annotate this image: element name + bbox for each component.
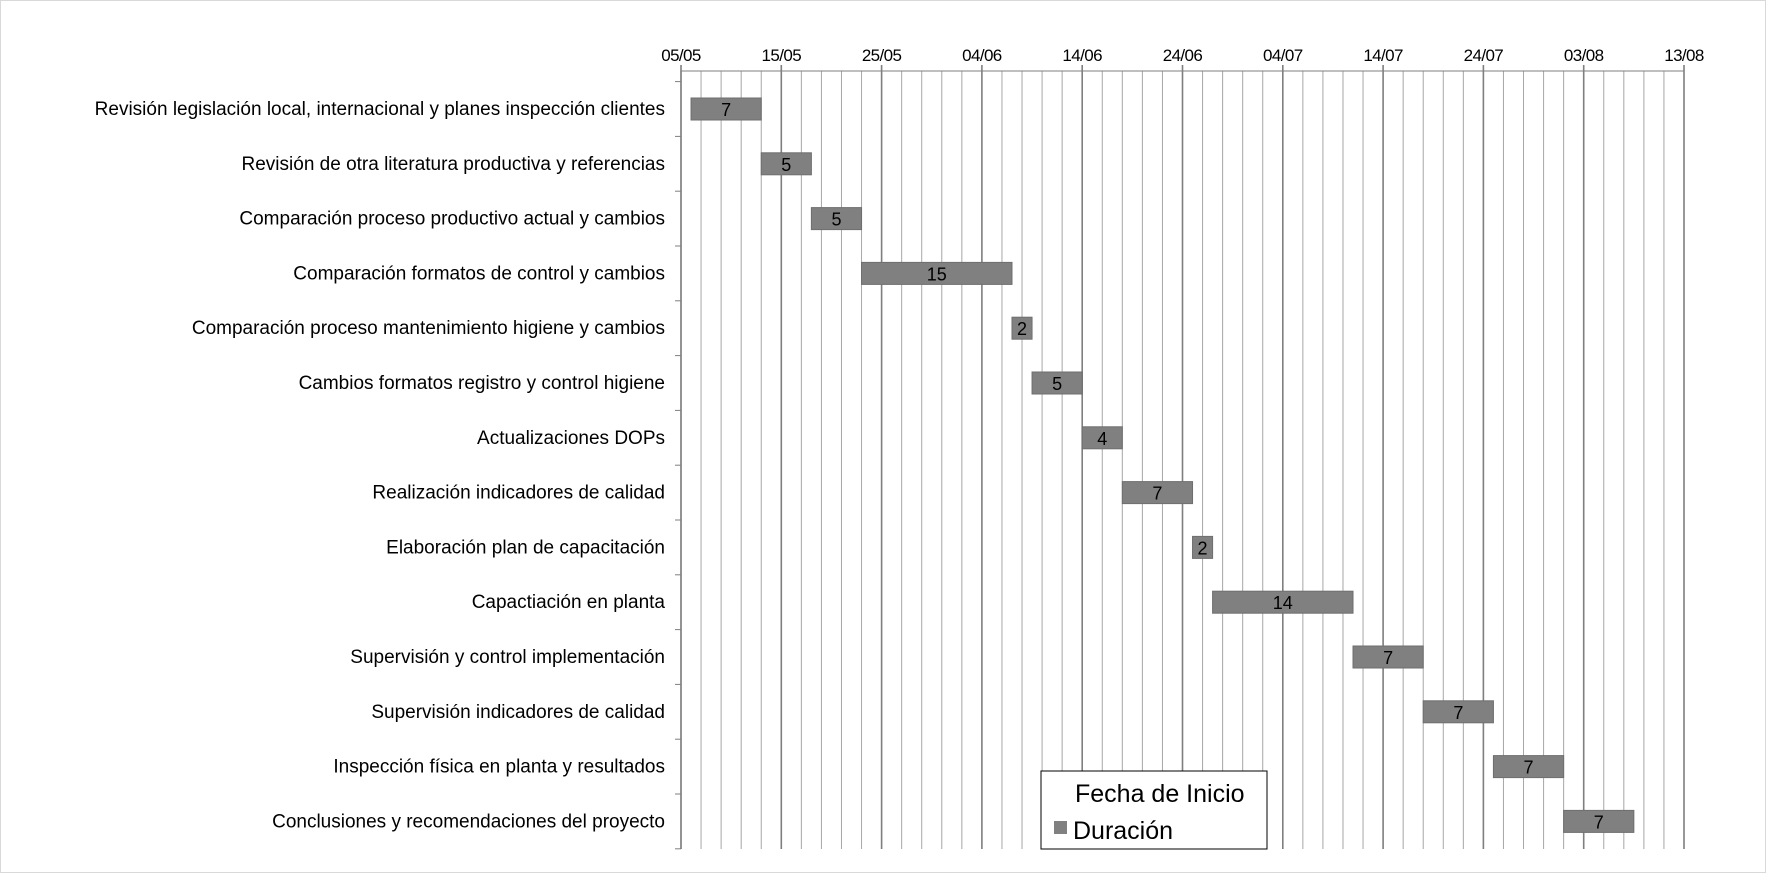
duration-bar bbox=[1563, 809, 1635, 833]
bar-value-label: 7 bbox=[1383, 648, 1393, 668]
legend-box bbox=[1040, 770, 1268, 850]
x-axis: 05/05 15/05 25/05 04/06 14/06 24/06 04/07 14/07… bbox=[661, 46, 1705, 72]
bar-value-label: 7 bbox=[1524, 758, 1534, 778]
x-tick-label: 04/07 bbox=[1263, 46, 1303, 65]
bar-value-label: 4 bbox=[1097, 429, 1107, 449]
x-tick-label: 24/06 bbox=[1163, 46, 1203, 65]
duration-bar bbox=[861, 261, 1013, 285]
x-tick-label: 14/06 bbox=[1062, 46, 1102, 65]
duration-bar bbox=[1121, 481, 1194, 505]
duration-bar bbox=[1212, 590, 1354, 614]
bar-value-label: 7 bbox=[1594, 812, 1604, 832]
bar-value-label: 5 bbox=[831, 210, 841, 230]
task-label: Conclusiones y recomendaciones del proye… bbox=[272, 811, 665, 832]
x-tick-label: 03/08 bbox=[1564, 46, 1604, 65]
duration-bar bbox=[690, 97, 762, 121]
bar-value-label: 7 bbox=[1152, 484, 1162, 504]
x-tick-label: 14/07 bbox=[1363, 46, 1403, 65]
legend-swatch-duration bbox=[1054, 821, 1067, 834]
duration-bar bbox=[810, 207, 863, 231]
x-tick-label: 05/05 bbox=[661, 46, 701, 65]
task-label: Realización indicadores de calidad bbox=[372, 483, 665, 504]
bar-value-label: 7 bbox=[1453, 703, 1463, 723]
bar-value-label: 14 bbox=[1273, 593, 1293, 613]
task-label: Capactiación en planta bbox=[472, 592, 666, 613]
task-label: Revisión legislación local, internaciona… bbox=[95, 99, 665, 120]
bar-value-label: 5 bbox=[1052, 374, 1062, 394]
legend: Fecha de Inicio Duración bbox=[1040, 770, 1268, 850]
task-label: Comparación proceso productivo actual y … bbox=[239, 209, 665, 230]
duration-bar bbox=[1031, 371, 1083, 395]
task-label: Supervisión y control implementación bbox=[350, 647, 665, 668]
x-tick-label: 13/08 bbox=[1664, 46, 1704, 65]
bar-value-label: 15 bbox=[927, 264, 947, 284]
task-label: Actualizaciones DOPs bbox=[477, 428, 665, 449]
duration-bar bbox=[1422, 700, 1494, 724]
x-tick-label: 25/05 bbox=[862, 46, 902, 65]
x-tick-label: 24/07 bbox=[1464, 46, 1504, 65]
x-tick-label: 04/06 bbox=[962, 46, 1002, 65]
x-tick-label: 15/05 bbox=[762, 46, 802, 65]
task-label: Inspección física en planta y resultados bbox=[333, 757, 665, 778]
duration-bar bbox=[1011, 316, 1033, 340]
legend-entry-start: Fecha de Inicio bbox=[1075, 780, 1245, 808]
task-label: Elaboración plan de capacitación bbox=[386, 537, 665, 558]
duration-bar bbox=[760, 152, 812, 176]
duration-bar bbox=[1492, 755, 1565, 779]
legend-entry-duration: Duración bbox=[1073, 817, 1173, 845]
duration-bar bbox=[1081, 426, 1123, 450]
bar-value-label: 2 bbox=[1198, 538, 1208, 558]
task-label: Cambios formatos registro y control higi… bbox=[299, 373, 665, 394]
task-label: Comparación proceso mantenimiento higien… bbox=[192, 318, 665, 339]
bar-value-label: 5 bbox=[781, 155, 791, 175]
grid-layer bbox=[680, 65, 1685, 849]
task-label: Comparación formatos de control y cambio… bbox=[293, 263, 665, 284]
y-axis: Revisión legislación local, internaciona… bbox=[95, 71, 682, 850]
task-label: Supervisión indicadores de calidad bbox=[371, 702, 665, 723]
task-label: Revisión de otra literatura productiva y… bbox=[242, 154, 665, 175]
duration-bar bbox=[1352, 645, 1424, 669]
duration-bar bbox=[1192, 535, 1214, 559]
bar-value-label: 7 bbox=[721, 100, 731, 120]
bar-value-label: 2 bbox=[1017, 319, 1027, 339]
